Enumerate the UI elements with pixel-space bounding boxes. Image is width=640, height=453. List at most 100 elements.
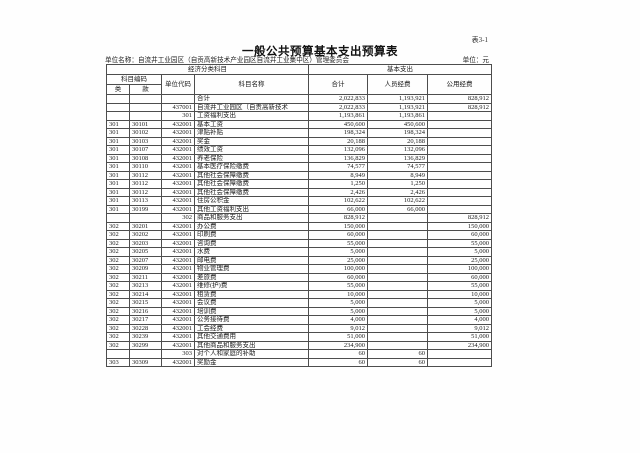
table-cell: 432001 — [161, 255, 195, 265]
table-cell — [367, 213, 428, 223]
table-cell: 198,324 — [308, 128, 368, 138]
table-cell: 100,000 — [426, 264, 493, 274]
table-cell: 302 — [106, 255, 130, 265]
table-row: 301 30110 432001 基本医疗保险缴费 74,577 74,577 — [106, 162, 493, 172]
table-cell: 奖金 — [194, 136, 309, 146]
table-cell: 30205 — [129, 247, 162, 257]
table-cell: 60,000 — [308, 230, 368, 240]
table-row: 302 30205 432001 水费 5,000 5,000 — [106, 247, 493, 257]
table-row: 302 30299 432001 其他商品和服务支出 234,900 234,900 — [106, 340, 493, 350]
table-cell: 432001 — [161, 247, 195, 257]
table-cell: 301 — [106, 136, 130, 146]
table-cell: 102,622 — [367, 196, 428, 206]
table-cell: 301 — [106, 187, 130, 197]
table-cell: 432001 — [161, 170, 195, 180]
table-cell: 74,577 — [367, 162, 428, 172]
table-cell — [426, 196, 493, 206]
table-cell: 150,000 — [308, 221, 368, 231]
table-cell: 工资福利支出 — [194, 111, 309, 121]
table-cell — [367, 340, 428, 350]
table-cell: 432001 — [161, 323, 195, 333]
table-cell: 828,912 — [426, 94, 493, 104]
table-cell — [426, 170, 493, 180]
table-cell: 302 — [106, 272, 130, 282]
table-cell: 100,000 — [308, 264, 368, 274]
table-cell: 30112 — [129, 187, 162, 197]
header-unit-code: 单位代码 — [161, 74, 195, 95]
table-cell: 432001 — [161, 128, 195, 138]
table-cell: 维修(护)费 — [194, 281, 309, 291]
table-cell: 30110 — [129, 162, 162, 172]
table-row: 301 工资福利支出 1,193,861 1,193,861 — [106, 111, 493, 121]
table-cell: 30199 — [129, 204, 162, 214]
table-row: 301 30103 432001 奖金 20,188 20,188 — [106, 136, 493, 146]
table-cell: 303 — [161, 349, 195, 359]
table-cell: 其他社会保障缴费 — [194, 170, 309, 180]
table-cell: 60 — [308, 357, 368, 367]
table-cell: 4,000 — [308, 315, 368, 325]
table-cell: 1,193,861 — [308, 111, 368, 121]
table-cell: 55,000 — [426, 238, 493, 248]
table-cell: 302 — [106, 332, 130, 342]
table-cell: 301 — [106, 170, 130, 180]
table-cell — [367, 315, 428, 325]
table-cell — [367, 221, 428, 231]
table-cell: 30228 — [129, 323, 162, 333]
table-cell: 450,600 — [367, 119, 428, 129]
table-cell: 432001 — [161, 145, 195, 155]
table-cell: 30202 — [129, 230, 162, 240]
table-cell: 432001 — [161, 238, 195, 248]
table-cell: 自流井工业园区（自贡高新技术 — [194, 102, 309, 112]
table-cell: 51,000 — [308, 332, 368, 342]
table-cell: 136,829 — [308, 153, 368, 163]
table-cell: 2,022,833 — [308, 94, 368, 104]
table-cell — [106, 94, 130, 104]
table-cell: 30201 — [129, 221, 162, 231]
table-row: 302 30214 432001 租赁费 10,000 10,000 — [106, 289, 493, 299]
table-cell: 30203 — [129, 238, 162, 248]
table-cell — [367, 323, 428, 333]
table-cell: 432001 — [161, 315, 195, 325]
table-cell: 津贴补贴 — [194, 128, 309, 138]
table-cell: 10,000 — [426, 289, 493, 299]
table-cell: 30211 — [129, 272, 162, 282]
table-cell — [367, 298, 428, 308]
table-cell: 20,188 — [367, 136, 428, 146]
table-cell: 136,829 — [367, 153, 428, 163]
budget-table-header: 经济分类科目 基本支出 科目编码 单位代码 科目名称 合计 人员经费 公用经费 … — [106, 64, 493, 95]
table-cell — [106, 213, 130, 223]
table-cell: 828,912 — [308, 213, 368, 223]
header-item: 款 — [129, 84, 162, 95]
table-row: 302 商品和服务支出 828,912 828,912 — [106, 213, 493, 223]
table-cell — [426, 357, 493, 367]
table-cell: 55,000 — [308, 238, 368, 248]
table-cell: 10,000 — [308, 289, 368, 299]
table-cell: 其他商品和服务支出 — [194, 340, 309, 350]
table-row: 302 30207 432001 邮电费 25,000 25,000 — [106, 255, 493, 265]
table-cell: 30107 — [129, 145, 162, 155]
table-cell — [426, 145, 493, 155]
table-cell: 25,000 — [426, 255, 493, 265]
table-cell — [106, 102, 130, 112]
table-row: 301 30112 432001 其他社会保障缴费 1,250 1,250 — [106, 179, 493, 189]
table-row: 301 30108 432001 养老保险 136,829 136,829 — [106, 153, 493, 163]
table-cell: 55,000 — [308, 281, 368, 291]
budget-table-body: 合计 2,022,833 1,193,921 828,912 437001 自流井工业园区… — [106, 94, 493, 367]
table-cell: 132,096 — [367, 145, 428, 155]
table-cell: 1,250 — [308, 179, 368, 189]
table-cell: 234,900 — [308, 340, 368, 350]
table-cell: 432001 — [161, 281, 195, 291]
table-cell: 5,000 — [426, 306, 493, 316]
table-cell: 432001 — [161, 196, 195, 206]
table-cell: 102,622 — [308, 196, 368, 206]
unit-of-measure-label: 单位：元 — [462, 57, 489, 64]
table-cell: 302 — [106, 281, 130, 291]
table-cell: 公务接待费 — [194, 315, 309, 325]
table-cell — [161, 94, 195, 104]
table-cell: 30213 — [129, 281, 162, 291]
table-row: 302 30215 432001 会议费 5,000 5,000 — [106, 298, 493, 308]
table-cell: 301 — [106, 196, 130, 206]
table-cell: 水费 — [194, 247, 309, 257]
table-cell: 302 — [106, 289, 130, 299]
table-cell: 432001 — [161, 289, 195, 299]
